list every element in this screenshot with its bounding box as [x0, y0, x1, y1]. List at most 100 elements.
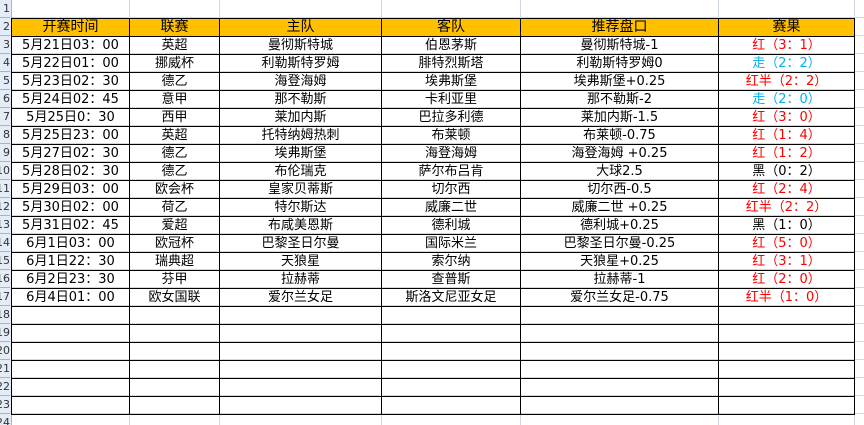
cell-home[interactable]: 莱加内斯	[219, 108, 382, 127]
empty-cell[interactable]	[520, 324, 719, 343]
cell-league[interactable]: 爱超	[129, 216, 220, 235]
cell-league[interactable]: 欧会杯	[129, 180, 220, 199]
cell-time[interactable]: 5月24日02：45	[11, 90, 130, 109]
cell-time[interactable]: 5月25日0：30	[11, 108, 130, 127]
cell-away[interactable]: 海登海姆	[381, 144, 521, 163]
cell-result[interactable]: 红（1：4）	[718, 126, 855, 145]
cell-home[interactable]: 托特纳姆热刺	[219, 126, 382, 145]
cell-home[interactable]: 特尔斯达	[219, 198, 382, 217]
cell-league[interactable]: 德乙	[129, 144, 220, 163]
cell-time[interactable]: 6月1日03：00	[11, 234, 130, 253]
cell-league[interactable]: 西甲	[129, 108, 220, 127]
empty-cell[interactable]	[520, 396, 719, 415]
cell-result[interactable]: 红（2：4）	[718, 180, 855, 199]
cell-away[interactable]: 索尔纳	[381, 252, 521, 271]
cell-time[interactable]: 6月2日23：30	[11, 270, 130, 289]
cell-tip[interactable]: 海登海姆 +0.25	[520, 144, 719, 163]
cell-result[interactable]: 走（2：2）	[718, 54, 855, 73]
cell-home[interactable]: 拉赫蒂	[219, 270, 382, 289]
cell-tip[interactable]: 拉赫蒂-1	[520, 270, 719, 289]
cell-away[interactable]: 埃弗斯堡	[381, 72, 521, 91]
cell-away[interactable]: 腓特烈斯塔	[381, 54, 521, 73]
cell-tip[interactable]: 那不勒斯-2	[520, 90, 719, 109]
cell-tip[interactable]: 利勒斯特罗姆0	[520, 54, 719, 73]
row-number[interactable]: 8	[0, 126, 10, 144]
row-header-gutter[interactable]: 123456789101112131415161718192021222324	[0, 0, 12, 425]
row-number[interactable]: 18	[0, 306, 10, 324]
cell-home[interactable]: 巴黎圣日尔曼	[219, 234, 382, 253]
empty-cell[interactable]	[520, 360, 719, 379]
cell-away[interactable]: 德利城	[381, 216, 521, 235]
cell-result[interactable]: 黑（1：0）	[718, 216, 855, 235]
header-tip[interactable]: 推荐盘口	[520, 18, 719, 37]
cell-home[interactable]: 那不勒斯	[219, 90, 382, 109]
cell-time[interactable]: 5月31日02：45	[11, 216, 130, 235]
empty-cell[interactable]	[129, 378, 220, 397]
cell-time[interactable]: 5月22日01：00	[11, 54, 130, 73]
cell-home[interactable]: 海登海姆	[219, 72, 382, 91]
cell-away[interactable]: 斯洛文尼亚女足	[381, 288, 521, 307]
cell-time[interactable]: 6月4日01：00	[11, 288, 130, 307]
row-number[interactable]: 17	[0, 288, 10, 306]
cell-away[interactable]: 布莱顿	[381, 126, 521, 145]
cell-league[interactable]: 瑞典超	[129, 252, 220, 271]
cell-league[interactable]: 荷乙	[129, 198, 220, 217]
header-result[interactable]: 赛果	[718, 18, 855, 37]
header-home[interactable]: 主队	[219, 18, 382, 37]
empty-cell[interactable]	[219, 306, 382, 325]
cell-result[interactable]: 走（2：0）	[718, 90, 855, 109]
empty-cell[interactable]	[129, 396, 220, 415]
empty-cell[interactable]	[129, 360, 220, 379]
header-away[interactable]: 客队	[381, 18, 521, 37]
cell-league[interactable]: 英超	[129, 126, 220, 145]
cell-home[interactable]: 埃弗斯堡	[219, 144, 382, 163]
cell-result[interactable]: 红半（1：0）	[718, 288, 855, 307]
cell-away[interactable]: 萨尔布吕肯	[381, 162, 521, 181]
cell-league[interactable]: 欧冠杯	[129, 234, 220, 253]
cell-away[interactable]: 伯恩茅斯	[381, 36, 521, 55]
empty-cell[interactable]	[11, 360, 130, 379]
cell-tip[interactable]: 威廉二世 +0.25	[520, 198, 719, 217]
cell-result[interactable]: 黑（0：2）	[718, 162, 855, 181]
empty-cell[interactable]	[219, 360, 382, 379]
cell-result[interactable]: 红（5：0）	[718, 234, 855, 253]
cell-away[interactable]: 威廉二世	[381, 198, 521, 217]
cell-time[interactable]: 5月30日02：00	[11, 198, 130, 217]
empty-cell[interactable]	[129, 324, 220, 343]
row-number[interactable]: 7	[0, 108, 10, 126]
cell-time[interactable]: 5月21日03：00	[11, 36, 130, 55]
empty-cell[interactable]	[219, 396, 382, 415]
cell-result[interactable]: 红（3：0）	[718, 108, 855, 127]
cell-time[interactable]: 5月28日02：30	[11, 162, 130, 181]
cell-time[interactable]: 5月23日02：30	[11, 72, 130, 91]
empty-cell[interactable]	[219, 324, 382, 343]
empty-cell[interactable]	[520, 306, 719, 325]
row-number[interactable]: 9	[0, 144, 10, 162]
empty-cell[interactable]	[381, 396, 521, 415]
empty-cell[interactable]	[219, 342, 382, 361]
cell-time[interactable]: 6月1日22：30	[11, 252, 130, 271]
cell-away[interactable]: 卡利亚里	[381, 90, 521, 109]
row-number[interactable]: 2	[0, 18, 10, 36]
cell-tip[interactable]: 切尔西-0.5	[520, 180, 719, 199]
empty-cell[interactable]	[11, 306, 130, 325]
cell-tip[interactable]: 天狼星+0.25	[520, 252, 719, 271]
row-number[interactable]: 14	[0, 234, 10, 252]
empty-cell[interactable]	[11, 342, 130, 361]
cell-tip[interactable]: 巴黎圣日尔曼-0.25	[520, 234, 719, 253]
cell-away[interactable]: 切尔西	[381, 180, 521, 199]
header-league[interactable]: 联赛	[129, 18, 220, 37]
row-number[interactable]: 15	[0, 252, 10, 270]
cell-result[interactable]: 红（2：0）	[718, 270, 855, 289]
empty-cell[interactable]	[381, 324, 521, 343]
row-number[interactable]: 21	[0, 360, 10, 378]
empty-cell[interactable]	[381, 378, 521, 397]
header-time[interactable]: 开赛时间	[11, 18, 130, 37]
empty-cell[interactable]	[718, 306, 855, 325]
empty-cell[interactable]	[219, 378, 382, 397]
cell-result[interactable]: 红（1：2）	[718, 144, 855, 163]
cell-league[interactable]: 芬甲	[129, 270, 220, 289]
cell-tip[interactable]: 布莱顿-0.75	[520, 126, 719, 145]
cell-home[interactable]: 布伦瑞克	[219, 162, 382, 181]
empty-cell[interactable]	[520, 342, 719, 361]
